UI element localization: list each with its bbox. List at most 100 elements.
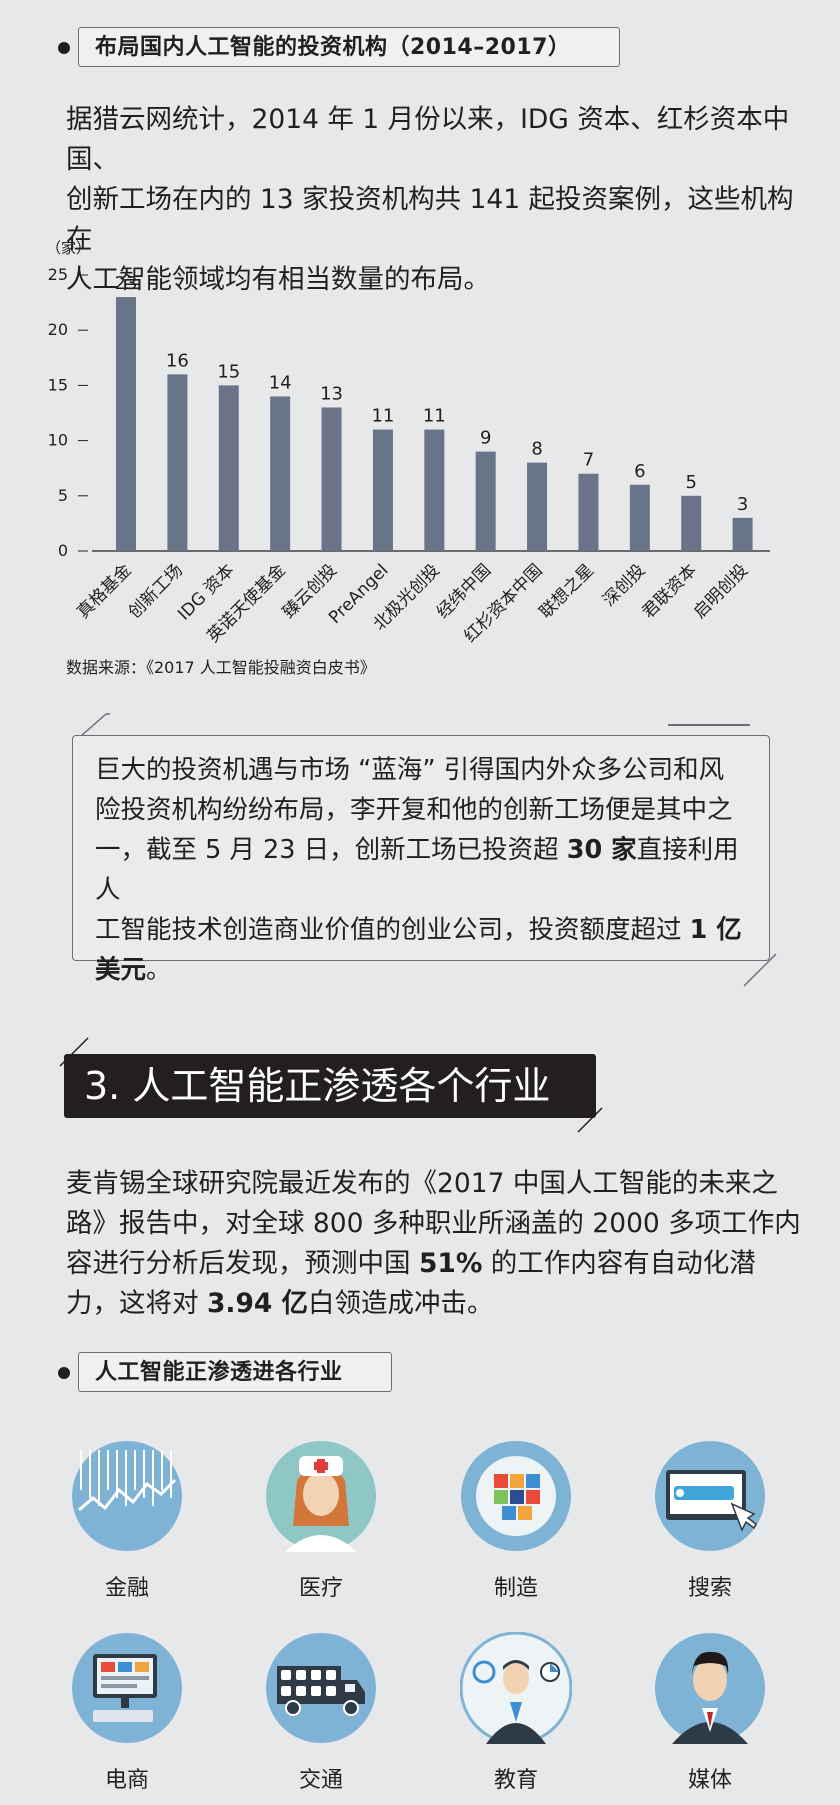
bar — [218, 385, 239, 551]
quote-line: 美元。 — [95, 950, 749, 990]
quote-text: 巨大的投资机遇与市场 “蓝海” 引得国内外众多公司和风 险投资机构纷纷布局，李开… — [95, 750, 749, 990]
section-3-title: 3. 人工智能正渗透各个行业 — [64, 1054, 596, 1118]
quote-line: 险投资机构纷纷布局，李开复和他的创新工场便是其中之 — [95, 795, 733, 825]
section-3-paragraph: 麦肯锡全球研究院最近发布的《2017 中国人工智能的未来之 路》报告中，对全球 … — [66, 1164, 806, 1324]
banner-corner-right — [576, 1106, 606, 1140]
bar — [424, 429, 445, 551]
bar — [681, 495, 702, 551]
data-label: 15 — [217, 361, 240, 382]
industry-item: 金融 — [71, 1440, 197, 1602]
data-label: 11 — [423, 406, 446, 427]
bullet-dot — [58, 1367, 70, 1379]
bar — [167, 374, 188, 551]
industry-item: 医疗 — [265, 1440, 391, 1602]
quote-highlight: 30 家 — [566, 835, 637, 865]
quote-line: 一，截至 5 月 23 日，创新工场已投资超 30 家直接利用人 — [95, 830, 749, 910]
investment-bar-chart: （家） 0 5 10 15 20 25 23 真格基金 16 创新工场 15 IDG 资本 14 英诺天使基… — [0, 225, 840, 647]
category-label: 君联资本 — [639, 560, 701, 622]
ecommerce-computer-icon — [71, 1632, 183, 1744]
bar — [116, 297, 136, 551]
intro-line: 据猎云网统计，2014 年 1 月份以来，IDG 资本、红杉资本中国、 — [66, 104, 790, 175]
data-label: 11 — [371, 406, 394, 427]
industry-label: 搜索 — [687, 1576, 732, 1601]
nurse-icon — [265, 1440, 377, 1552]
y-tick-label: 5 — [58, 486, 68, 505]
industry-item: 教育 — [459, 1631, 586, 1794]
industry-label: 媒体 — [687, 1768, 732, 1793]
highlight-percent: 51% — [418, 1248, 483, 1279]
highlight-number: 3.94 亿 — [206, 1288, 309, 1319]
intro-paragraph: 据猎云网统计，2014 年 1 月份以来，IDG 资本、红杉资本中国、 创新工场… — [66, 100, 796, 300]
bar — [527, 462, 548, 551]
quote-text-span: 工智能技术创造商业价值的创业公司，投资额度超过 — [95, 915, 690, 945]
category-label: 联想之星 — [536, 560, 598, 622]
data-label: 13 — [320, 383, 343, 404]
y-tick-label: 15 — [48, 375, 68, 394]
data-label: 7 — [583, 450, 594, 471]
section-3-span: 的工作内容有自动化潜 — [482, 1248, 756, 1279]
bar — [321, 407, 342, 551]
section-3-span: 容进行分析后发现，预测中国 — [66, 1248, 419, 1279]
industry-label: 交通 — [298, 1768, 343, 1793]
industry-label: 教育 — [493, 1768, 538, 1793]
industry-item: 制造 — [460, 1440, 586, 1602]
category-label: 启明创投 — [690, 560, 752, 622]
puzzle-team-icon — [460, 1440, 572, 1552]
data-label: 14 — [269, 372, 292, 393]
data-label: 16 — [166, 350, 189, 371]
bar — [732, 517, 753, 551]
presenter-icon — [654, 1632, 766, 1744]
finance-chart-icon — [71, 1440, 183, 1552]
section-3-line: 麦肯锡全球研究院最近发布的《2017 中国人工智能的未来之 — [66, 1168, 778, 1199]
quote-text-span: 一，截至 5 月 23 日，创新工场已投资超 — [95, 835, 567, 865]
section-heading: 布局国内人工智能的投资机构（2014–2017） — [78, 27, 620, 67]
section-3-span: 力，这将对 — [66, 1288, 207, 1319]
category-label: 真格基金 — [73, 560, 135, 622]
y-tick-label: 20 — [48, 320, 68, 339]
truck-icon — [265, 1632, 377, 1744]
category-label: 深创投 — [599, 560, 649, 610]
quote-highlight: 1 亿 — [689, 915, 742, 945]
section-3-line: 力，这将对 3.94 亿白领造成冲击。 — [66, 1284, 806, 1324]
quote-corner-top-line — [668, 724, 750, 726]
quote-corner-right — [740, 952, 780, 992]
industry-label: 金融 — [104, 1576, 149, 1601]
data-label: 3 — [737, 494, 748, 515]
quote-text-span: 。 — [146, 955, 172, 985]
bar — [475, 451, 496, 551]
industry-label: 电商 — [104, 1768, 149, 1793]
industry-label: 制造 — [493, 1576, 538, 1601]
section-3-line: 路》报告中，对全球 800 多种职业所涵盖的 2000 多项工作内 — [66, 1208, 801, 1239]
data-label: 23 — [115, 273, 138, 294]
industry-label: 医疗 — [298, 1576, 343, 1601]
bar — [629, 484, 650, 551]
quote-box: 巨大的投资机遇与市场 “蓝海” 引得国内外众多公司和风 险投资机构纷纷布局，李开… — [72, 735, 770, 985]
teacher-icon — [459, 1631, 573, 1745]
industry-item: 搜索 — [654, 1440, 780, 1602]
section-3-span: 白领造成冲击。 — [308, 1288, 494, 1319]
search-screen-icon — [654, 1440, 766, 1552]
data-source: 数据来源：《2017 人工智能投融资白皮书》 — [66, 658, 376, 677]
bar — [578, 473, 599, 551]
bullet-dot — [58, 42, 70, 54]
intro-line: 创新工场在内的 13 家投资机构共 141 起投资案例，这些机构在 — [66, 184, 794, 255]
data-label: 5 — [686, 472, 697, 493]
y-tick-label: 25 — [48, 265, 68, 284]
intro-line: 人工智能领域均有相当数量的布局。 — [66, 264, 490, 295]
y-tick-label: 0 — [58, 541, 68, 560]
y-tick-label: 10 — [48, 431, 68, 450]
industry-item: 媒体 — [654, 1632, 780, 1794]
bar — [270, 396, 291, 551]
industries-heading: 人工智能正渗透进各行业 — [78, 1352, 392, 1392]
data-label: 6 — [634, 461, 645, 482]
bar — [372, 429, 393, 551]
quote-line: 巨大的投资机遇与市场 “蓝海” 引得国内外众多公司和风 — [95, 755, 725, 785]
data-label: 8 — [531, 439, 542, 460]
industry-item: 交通 — [265, 1632, 391, 1794]
y-axis-label: （家） — [46, 239, 91, 257]
quote-highlight: 美元 — [95, 955, 147, 985]
section-3-line: 容进行分析后发现，预测中国 51% 的工作内容有自动化潜 — [66, 1244, 806, 1284]
quote-line: 工智能技术创造商业价值的创业公司，投资额度超过 1 亿 — [95, 910, 749, 950]
data-label: 9 — [480, 428, 491, 449]
